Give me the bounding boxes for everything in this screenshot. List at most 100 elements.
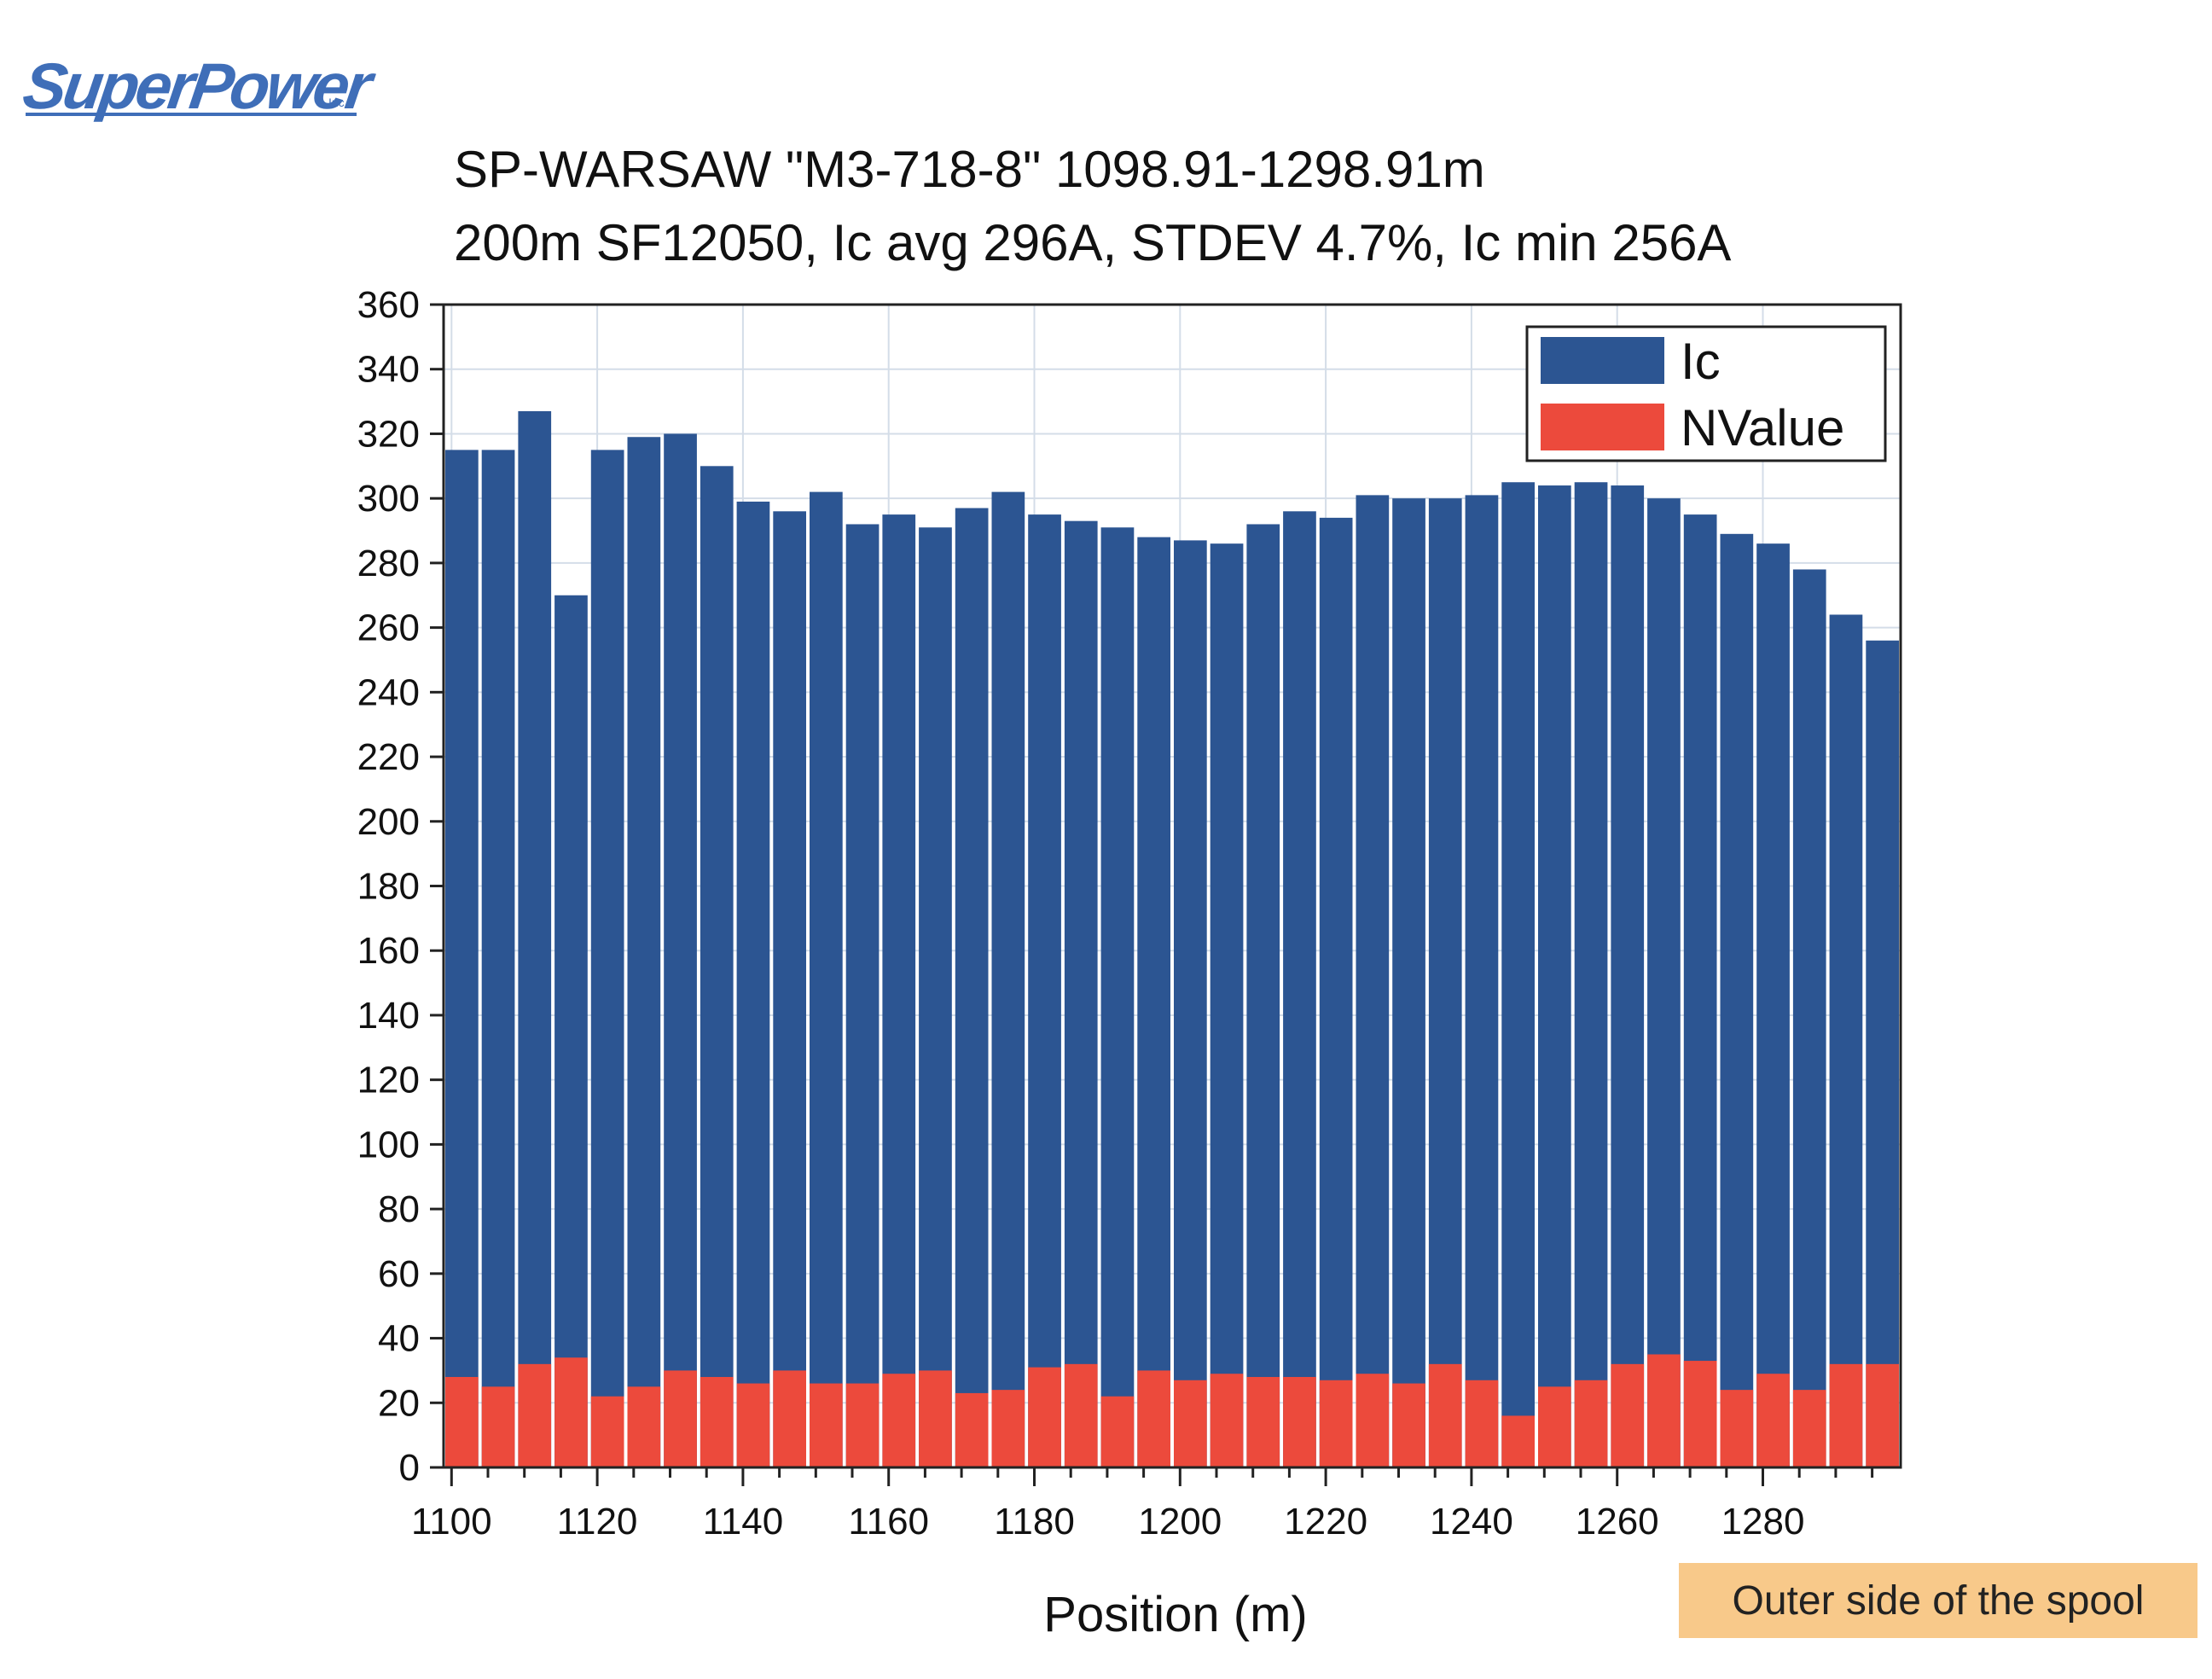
ic-bar	[1028, 514, 1061, 1468]
logo-underline	[26, 113, 357, 116]
nvalue-bar	[919, 1370, 952, 1467]
nvalue-bar	[1356, 1374, 1390, 1467]
nvalue-bar	[1064, 1363, 1098, 1467]
ic-bar	[1647, 498, 1681, 1467]
x-tick-label: 1160	[848, 1501, 929, 1542]
nvalue-bar	[1137, 1370, 1170, 1467]
y-tick-label: 180	[357, 866, 420, 908]
x-tick-label: 1120	[557, 1501, 638, 1542]
nvalue-bar	[1756, 1374, 1790, 1467]
y-tick-label: 140	[357, 995, 420, 1037]
x-tick-label: 1240	[1430, 1501, 1513, 1542]
ic-bar	[955, 508, 989, 1467]
ic-bar	[554, 595, 588, 1467]
ic-bar	[1720, 533, 1754, 1467]
nvalue-bar	[554, 1357, 588, 1467]
nvalue-bar	[1720, 1390, 1754, 1467]
nvalue-bar	[1319, 1380, 1353, 1467]
y-tick-label: 160	[357, 930, 420, 972]
nvalue-bar	[590, 1396, 624, 1467]
ic-bar	[1501, 482, 1535, 1467]
x-tick-label: 1100	[411, 1501, 492, 1542]
ic-bar	[1756, 543, 1790, 1467]
y-tick-label: 220	[357, 736, 420, 778]
chart-subtitle: 200m SF12050, Ic avg 296A, STDEV 4.7%, I…	[454, 214, 1732, 271]
x-tick-label: 1260	[1576, 1501, 1659, 1542]
ic-bar	[1100, 527, 1135, 1467]
ic-bar	[1283, 511, 1316, 1468]
ic-bar	[773, 511, 806, 1468]
nvalue-bar	[1246, 1376, 1280, 1467]
nvalue-bar	[845, 1383, 880, 1467]
nvalue-bar	[1501, 1415, 1535, 1467]
ic-bar	[845, 524, 880, 1467]
ic-bar	[1829, 614, 1863, 1467]
ic-bar	[882, 514, 916, 1468]
ic-bar	[1319, 517, 1353, 1468]
ic-bar	[1792, 569, 1826, 1467]
nvalue-bar	[1647, 1354, 1681, 1467]
ic-bar	[1137, 537, 1170, 1467]
brand-suffix: Inc.	[328, 96, 348, 109]
x-axis-title: Position (m)	[1043, 1587, 1307, 1642]
nvalue-bar	[445, 1376, 479, 1467]
ic-bar	[1246, 524, 1280, 1467]
nvalue-bar	[1574, 1380, 1608, 1467]
ic-bar	[1538, 485, 1571, 1467]
nvalue-bar	[1028, 1367, 1061, 1467]
ic-bar	[1210, 543, 1244, 1467]
y-tick-label: 340	[357, 349, 420, 391]
ic-bar	[919, 527, 952, 1467]
nvalue-bar	[1392, 1383, 1425, 1467]
nvalue-bar	[481, 1386, 515, 1467]
ic-bar	[481, 450, 515, 1467]
ic-bar	[1174, 540, 1207, 1467]
nvalue-bar	[1174, 1380, 1207, 1467]
x-tick-label: 1140	[703, 1501, 784, 1542]
nvalue-bar	[1829, 1363, 1863, 1467]
legend-swatch-ic	[1541, 337, 1664, 384]
ic-bar	[1611, 485, 1645, 1467]
nvalue-bar	[882, 1374, 916, 1467]
nvalue-bar	[1465, 1380, 1499, 1467]
nvalue-bar	[700, 1376, 734, 1467]
nvalue-bar	[627, 1386, 661, 1467]
y-tick-label: 20	[378, 1382, 420, 1424]
y-tick-label: 120	[357, 1060, 420, 1101]
ic-bar	[991, 491, 1025, 1467]
y-tick-label: 360	[357, 284, 420, 326]
nvalue-bar	[1210, 1374, 1244, 1467]
nvalue-bar	[810, 1383, 843, 1467]
y-tick-label: 320	[357, 413, 420, 455]
x-tick-label: 1220	[1284, 1501, 1367, 1542]
ic-bar	[1683, 514, 1717, 1468]
y-tick-label: 0	[399, 1447, 420, 1489]
nvalue-bar	[955, 1392, 989, 1467]
nvalue-bar	[664, 1370, 697, 1467]
x-tick-label: 1200	[1138, 1501, 1222, 1542]
x-tick-label: 1180	[994, 1501, 1075, 1542]
nvalue-bar	[1792, 1390, 1826, 1467]
y-tick-label: 260	[357, 607, 420, 649]
ic-bar	[590, 450, 624, 1467]
ic-bar	[1428, 498, 1462, 1467]
chart-title: SP-WARSAW "M3-718-8" 1098.91-1298.91m	[454, 141, 1485, 198]
nvalue-bar	[1683, 1361, 1717, 1467]
ic-bar	[810, 491, 843, 1467]
outer-side-note: Outer side of the spool	[1679, 1563, 2197, 1638]
y-tick-label: 280	[357, 543, 420, 584]
ic-bar	[627, 437, 661, 1468]
ic-bar	[1392, 498, 1425, 1467]
nvalue-bar	[1611, 1363, 1645, 1467]
legend-label-ic: Ic	[1681, 333, 1721, 390]
y-tick-label: 240	[357, 671, 420, 713]
y-tick-label: 80	[378, 1188, 420, 1230]
nvalue-bar	[736, 1383, 770, 1467]
ic-bar	[664, 433, 697, 1467]
y-tick-label: 40	[378, 1318, 420, 1360]
ic-bar	[518, 410, 552, 1468]
ic-bar	[445, 450, 479, 1467]
ic-bar	[736, 501, 770, 1467]
ic-bar	[700, 466, 734, 1467]
